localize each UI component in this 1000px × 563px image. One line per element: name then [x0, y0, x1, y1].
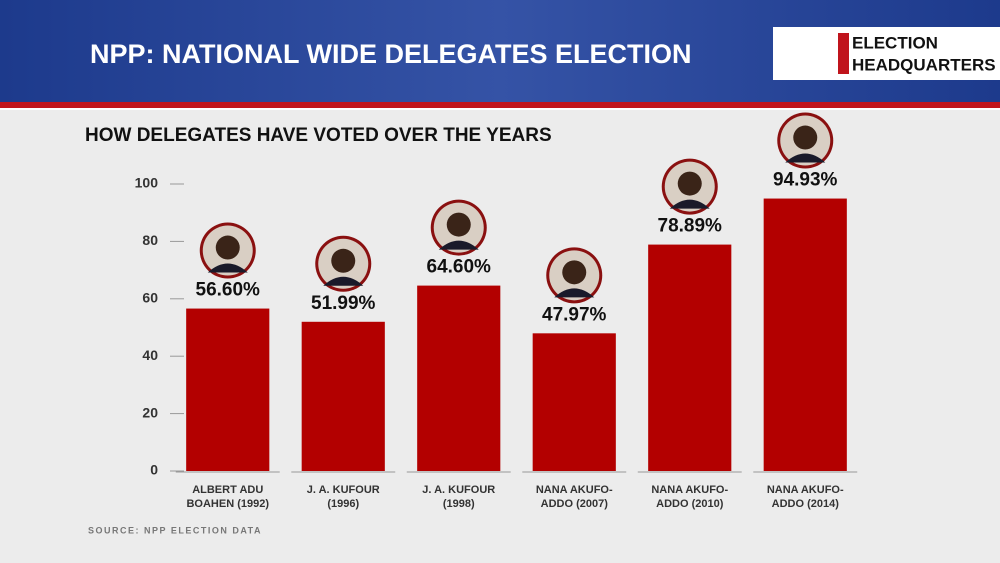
- y-tick-label: 80: [142, 232, 158, 248]
- x-tick-label: J. A. KUFOUR (1998): [422, 484, 496, 510]
- logo-mark: [838, 33, 849, 74]
- value-label: 47.97%: [542, 304, 607, 325]
- logo-text: ELECTION: [852, 33, 938, 52]
- portrait-face: [677, 171, 702, 196]
- portrait-body: [438, 240, 479, 250]
- bar: [648, 244, 732, 471]
- bar: [301, 321, 385, 471]
- x-tick-label: ALBERT ADU BOAHEN (1992): [186, 484, 270, 510]
- bar: [532, 333, 616, 471]
- portrait-body: [554, 288, 595, 298]
- portrait-body: [323, 276, 364, 286]
- y-tick-label: 100: [135, 175, 159, 191]
- value-label: 94.93%: [773, 170, 838, 191]
- logo-text: HEADQUARTERS: [852, 55, 996, 74]
- y-tick-label: 20: [142, 404, 158, 420]
- portrait-body: [785, 153, 826, 163]
- y-tick-label: 0: [150, 462, 158, 478]
- value-label: 51.99%: [311, 293, 376, 314]
- banner-title: NPP: NATIONAL WIDE DELEGATES ELECTION: [90, 39, 692, 69]
- bar: [763, 198, 847, 471]
- x-tick-label: NANA AKUFO-ADDO (2010): [651, 484, 729, 510]
- value-label: 56.60%: [196, 280, 261, 301]
- portrait-face: [562, 260, 587, 285]
- portrait-face: [331, 248, 356, 273]
- bar: [417, 285, 501, 471]
- bar: [186, 308, 270, 471]
- banner-stripe: [0, 102, 1000, 108]
- chart-title: HOW DELEGATES HAVE VOTED OVER THE YEARS: [85, 125, 552, 146]
- value-label: 64.60%: [427, 257, 492, 278]
- banner-stripe: [0, 108, 1000, 110]
- portrait-face: [793, 125, 818, 150]
- x-tick-label: J. A. KUFOUR (1996): [306, 484, 380, 510]
- portrait-face: [446, 212, 471, 237]
- y-tick-label: 60: [142, 290, 158, 306]
- y-tick-label: 40: [142, 347, 158, 363]
- x-tick-label: NANA AKUFO-ADDO (2007): [535, 484, 613, 510]
- portrait-body: [669, 199, 710, 209]
- source: SOURCE: NPP ELECTION DATA: [88, 525, 262, 535]
- portrait-face: [215, 235, 240, 260]
- value-label: 78.89%: [658, 216, 723, 237]
- logo-box: [773, 27, 1000, 80]
- x-tick-label: NANA AKUFO-ADDO (2014): [766, 484, 844, 510]
- portrait-body: [207, 263, 248, 273]
